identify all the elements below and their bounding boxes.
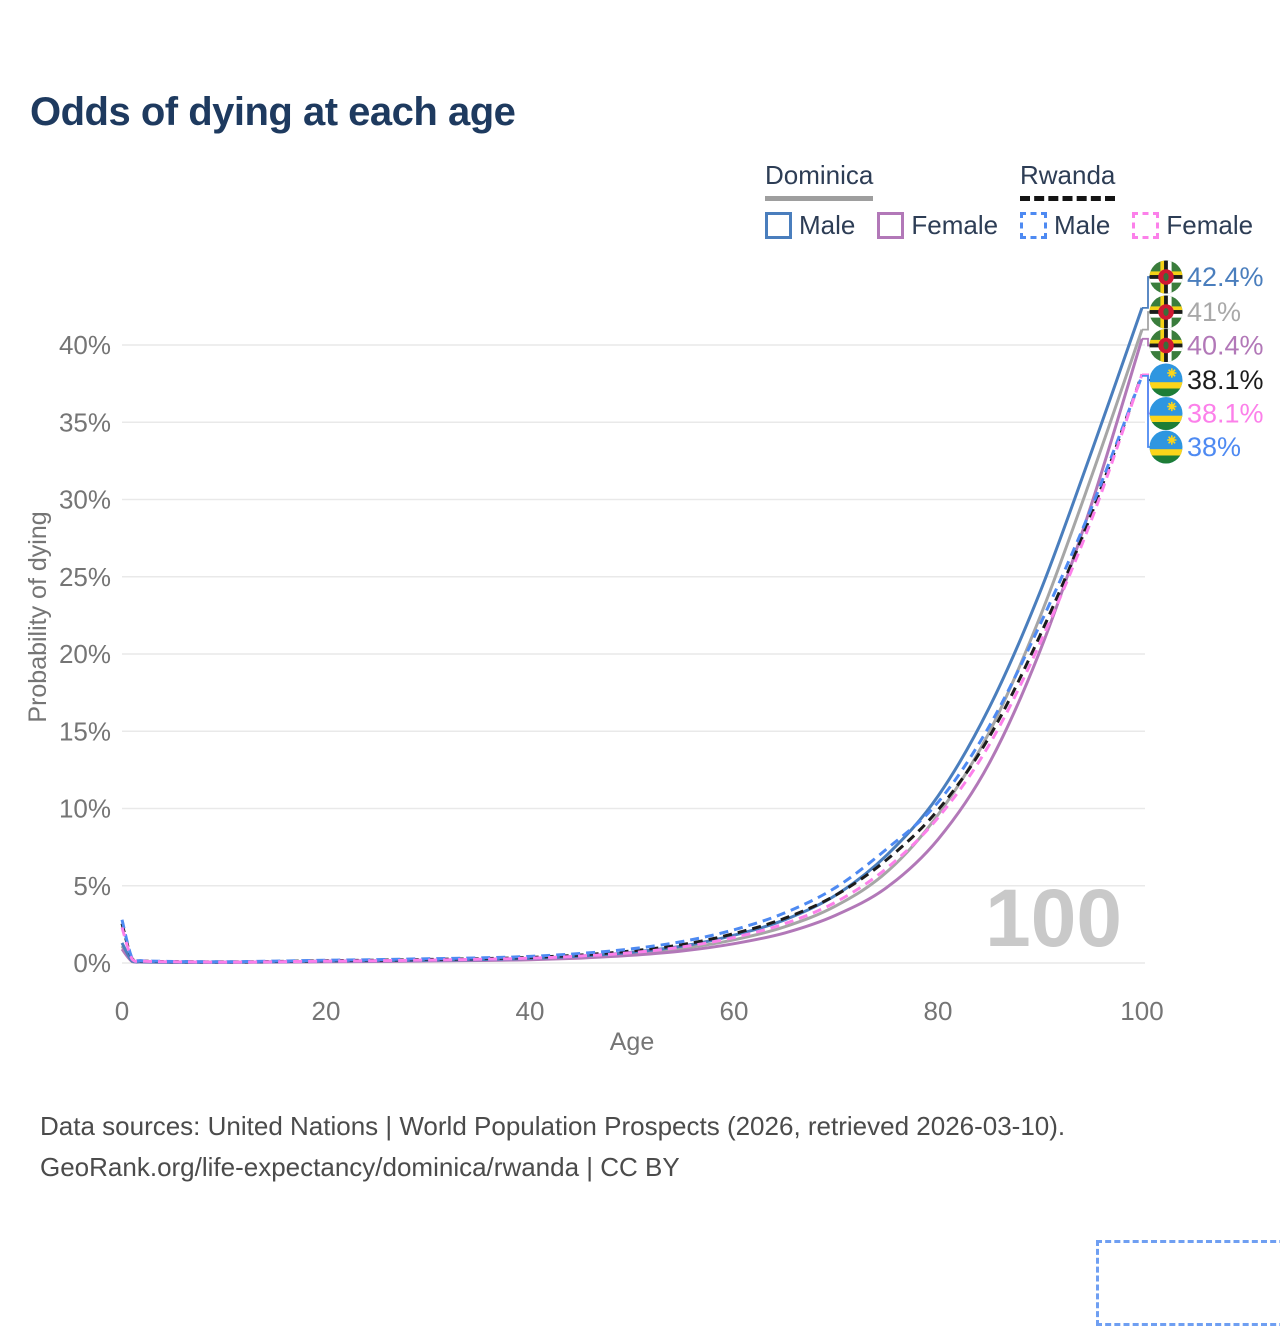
- svg-text:10%: 10%: [59, 794, 111, 824]
- age-watermark: 100: [985, 873, 1122, 964]
- svg-text:40%: 40%: [59, 330, 111, 360]
- data-sources-text: Data sources: United Nations | World Pop…: [40, 1111, 1066, 1141]
- page-title: Odds of dying at each age: [30, 90, 516, 134]
- svg-text:40: 40: [516, 996, 545, 1026]
- y-axis-title: Probability of dying: [24, 511, 52, 722]
- svg-text:25%: 25%: [59, 562, 111, 592]
- legend-item-rwanda-female[interactable]: Female: [1132, 210, 1253, 241]
- footer: Data sources: United Nations | World Pop…: [40, 1106, 1065, 1188]
- svg-text:20%: 20%: [59, 639, 111, 669]
- dominica-flag-icon: [1149, 260, 1183, 294]
- legend-group-rwanda: Rwanda Male Female: [1020, 160, 1253, 241]
- legend-item-label: Male: [799, 210, 856, 240]
- legend-item-dominica-female[interactable]: Female: [877, 210, 998, 241]
- series-line-rwanda-female[interactable]: [120, 373, 1144, 964]
- svg-text:100: 100: [1120, 996, 1163, 1026]
- x-axis-title: Age: [610, 1028, 654, 1056]
- x-axis-tick-labels: 0 20 40 60 80 100: [115, 996, 1164, 1026]
- rwanda-flag-icon: [1149, 363, 1183, 397]
- dominica-flag-icon: [1149, 329, 1183, 362]
- dominica-female-swatch-icon: [877, 212, 905, 239]
- end-label-rwanda-female: 38.1%: [1187, 399, 1264, 429]
- svg-text:0%: 0%: [73, 948, 111, 978]
- legend-item-rwanda-male[interactable]: Male: [1020, 210, 1110, 241]
- legend-item-label: Female: [1166, 210, 1254, 240]
- rwanda-flag-icon: [1149, 397, 1183, 430]
- svg-text:15%: 15%: [59, 716, 111, 746]
- legend-item-label: Male: [1054, 210, 1111, 240]
- svg-text:30%: 30%: [59, 485, 111, 515]
- svg-text:5%: 5%: [73, 871, 111, 901]
- svg-text:35%: 35%: [59, 407, 111, 437]
- odds-of-dying-chart: 0% 5% 10% 15% 20% 25% 30% 35% 40% 0 20 40 60 80 100 Age…: [24, 260, 1264, 1056]
- georank-url-text: GeoRank.org/life-expectancy/dominica/rwa…: [40, 1152, 680, 1182]
- series-line-dominica-male[interactable]: [120, 307, 1144, 964]
- svg-text:60: 60: [720, 996, 749, 1026]
- series-line-dominica[interactable]: [120, 329, 1144, 964]
- end-label-rwanda-male: 38%: [1187, 432, 1241, 462]
- rwanda-male-swatch-icon: [1020, 212, 1047, 239]
- series-lines: [120, 307, 1144, 964]
- legend-item-dominica-male[interactable]: Male: [765, 210, 855, 241]
- dominica-male-swatch-icon: [765, 212, 792, 239]
- legend-item-label: Female: [911, 210, 999, 240]
- y-axis-tick-labels: 0% 5% 10% 15% 20% 25% 30% 35% 40%: [59, 330, 111, 978]
- rwanda-female-swatch-icon: [1132, 212, 1160, 239]
- series-line-dominica-female[interactable]: [120, 338, 1144, 964]
- legend-group-dominica: Dominica Male Female: [765, 160, 998, 241]
- dominica-flag-icon: [1149, 295, 1183, 329]
- svg-text:0: 0: [115, 996, 129, 1026]
- selection-outline: [1096, 1240, 1280, 1326]
- end-label-dominica: 41%: [1187, 297, 1241, 327]
- svg-text:80: 80: [924, 996, 953, 1026]
- end-label-dominica-male: 42.4%: [1187, 262, 1264, 292]
- rwanda-flag-icon: [1149, 430, 1183, 464]
- end-labels: 42.4%41%40.4%38.1%38.1%38%: [1142, 260, 1264, 464]
- legend-group-name-rwanda: Rwanda: [1020, 160, 1116, 201]
- svg-text:20: 20: [312, 996, 341, 1026]
- series-line-rwanda[interactable]: [120, 373, 1144, 964]
- end-label-dominica-female: 40.4%: [1187, 331, 1264, 361]
- series-line-rwanda-male[interactable]: [120, 375, 1144, 964]
- legend-group-name-dominica: Dominica: [765, 160, 874, 201]
- end-label-rwanda: 38.1%: [1187, 365, 1264, 395]
- gridlines: [122, 344, 1145, 964]
